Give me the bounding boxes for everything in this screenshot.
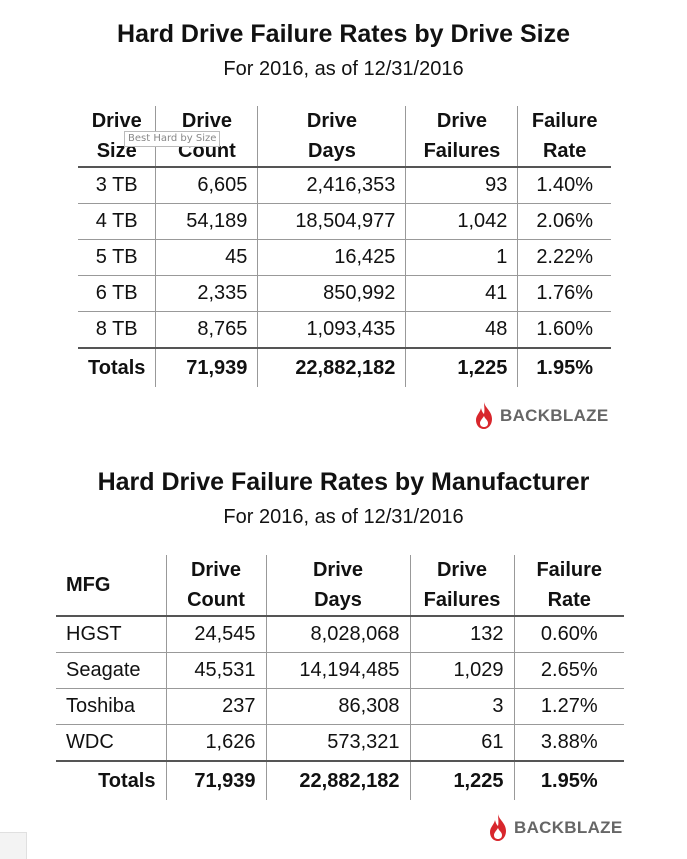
cell-mfg: Seagate	[56, 652, 167, 689]
cell-failures: 1,029	[410, 652, 515, 689]
cell-rate: 1.40%	[517, 167, 611, 204]
cell-count: 24,545	[166, 616, 267, 653]
backblaze-logo: BACKBLAZE	[474, 402, 608, 430]
totals-days: 22,882,182	[257, 348, 407, 387]
cell-rate: 2.22%	[517, 239, 611, 276]
table-row: 6 TB 2,335 850,992 41 1.76%	[78, 275, 611, 312]
cell-rate: 3.88%	[514, 724, 624, 762]
cell-mfg: Toshiba	[56, 688, 167, 725]
totals-failures: 1,225	[410, 761, 515, 800]
manufacturer-table: MFG Drive Count Drive Days Drive Failures F…	[56, 555, 624, 800]
logo-text: BACKBLAZE	[514, 818, 623, 837]
cell-rate: 1.27%	[514, 688, 624, 725]
cell-size: 4 TB	[78, 203, 157, 240]
totals-count: 71,939	[166, 761, 267, 800]
totals-count: 71,939	[155, 348, 259, 387]
totals-rate: 1.95%	[540, 769, 598, 792]
cell-size: 5 TB	[78, 239, 157, 276]
table-row: WDC 1,626 573,321 61 3.88%	[56, 724, 624, 762]
cell-rate: 2.65%	[514, 652, 624, 689]
cell-failures: 3	[410, 688, 515, 725]
cell-rate: 1.76%	[517, 275, 611, 312]
table-row: HGST 24,545 8,028,068 132 0.60%	[56, 616, 624, 653]
table1-subtitle: For 2016, as of 12/31/2016	[223, 58, 464, 80]
cell-count: 45,531	[166, 652, 267, 689]
cell-failures: 1	[405, 239, 519, 276]
cell-failures: 1,042	[405, 203, 519, 240]
header-drive-failures: Drive Failures	[405, 106, 519, 168]
table-row: 8 TB 8,765 1,093,435 48 1.60%	[78, 311, 611, 349]
cell-rate: 0.60%	[514, 616, 624, 653]
table-row: 4 TB 54,189 18,504,977 1,042 2.06%	[78, 203, 611, 240]
cell-count: 2,335	[155, 275, 259, 312]
logo-text: BACKBLAZE	[500, 406, 609, 425]
table2-subtitle: For 2016, as of 12/31/2016	[223, 506, 464, 528]
totals-row: Totals 71,939 22,882,182 1,225 1.95%	[56, 761, 624, 800]
cell-size: 6 TB	[78, 275, 157, 312]
cell-size: 3 TB	[78, 167, 157, 204]
cell-mfg: WDC	[56, 724, 167, 762]
header-mfg: MFG	[56, 555, 167, 617]
tooltip: Best Hard by Size	[124, 131, 221, 147]
table-row: 3 TB 6,605 2,416,353 93 1.40%	[78, 167, 611, 204]
cell-days: 8,028,068	[266, 616, 411, 653]
cell-rate: 1.60%	[517, 311, 611, 349]
cell-days: 573,321	[266, 724, 411, 762]
cell-days: 16,425	[257, 239, 407, 276]
cell-days: 86,308	[266, 688, 411, 725]
cell-days: 850,992	[257, 275, 407, 312]
cell-days: 1,093,435	[257, 311, 407, 349]
header-drive-failures: Drive Failures	[410, 555, 515, 617]
header-failure-rate: Failure Rate	[514, 555, 624, 617]
cell-rate: 2.06%	[517, 203, 611, 240]
cell-mfg: HGST	[56, 616, 167, 653]
cell-failures: 41	[405, 275, 519, 312]
cell-failures: 61	[410, 724, 515, 762]
totals-label: Totals	[78, 348, 157, 387]
flame-icon	[488, 814, 508, 842]
cell-days: 14,194,485	[266, 652, 411, 689]
totals-failures: 1,225	[405, 348, 519, 387]
cell-failures: 48	[405, 311, 519, 349]
cell-count: 237	[166, 688, 267, 725]
backblaze-logo: BACKBLAZE	[488, 814, 622, 842]
table-row: Toshiba 237 86,308 3 1.27%	[56, 688, 624, 725]
cell-count: 1,626	[166, 724, 267, 762]
cell-count: 8,765	[155, 311, 259, 349]
cell-days: 2,416,353	[257, 167, 407, 204]
table1-title: Hard Drive Failure Rates by Drive Size	[117, 20, 570, 48]
cell-count: 6,605	[155, 167, 259, 204]
cell-count: 45	[155, 239, 259, 276]
page-corner	[0, 832, 27, 859]
header-drive-days: Drive Days	[266, 555, 411, 617]
totals-rate: 1.95%	[536, 356, 594, 379]
cell-failures: 132	[410, 616, 515, 653]
drive-size-table: Drive Size Drive Count Drive Days Drive Fail…	[78, 106, 611, 387]
totals-label: Totals	[56, 761, 167, 800]
header-drive-count: Drive Count	[166, 555, 267, 617]
table-row: Seagate 45,531 14,194,485 1,029 2.65%	[56, 652, 624, 689]
header-drive-days: Drive Days	[257, 106, 407, 168]
totals-days: 22,882,182	[266, 761, 411, 800]
cell-failures: 93	[405, 167, 519, 204]
flame-icon	[474, 402, 494, 430]
cell-days: 18,504,977	[257, 203, 407, 240]
cell-size: 8 TB	[78, 311, 157, 349]
cell-count: 54,189	[155, 203, 259, 240]
header-failure-rate: Failure Rate	[517, 106, 611, 168]
totals-row: Totals 71,939 22,882,182 1,225 1.95%	[78, 348, 611, 387]
table2-title: Hard Drive Failure Rates by Manufacturer	[97, 468, 590, 496]
table-row: 5 TB 45 16,425 1 2.22%	[78, 239, 611, 276]
